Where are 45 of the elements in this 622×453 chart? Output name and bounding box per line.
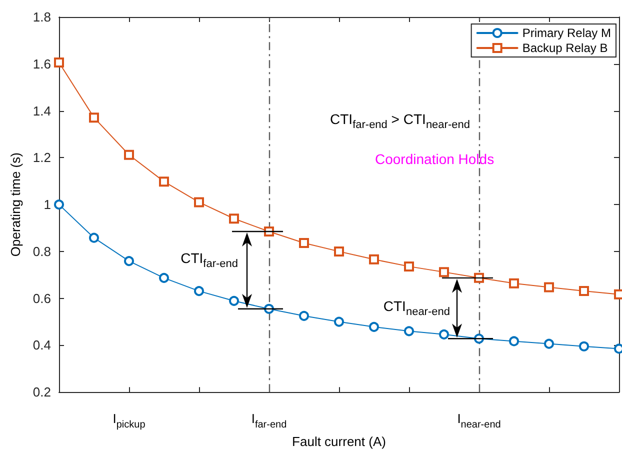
- point: [229, 214, 239, 224]
- point: [54, 57, 64, 68]
- point: [439, 329, 449, 340]
- point: [89, 232, 99, 243]
- point: [159, 272, 169, 283]
- point: [404, 326, 414, 336]
- y-tick-label: 0.2: [32, 384, 51, 400]
- point: [299, 238, 309, 248]
- legend-label: Backup Relay B: [522, 41, 608, 55]
- annotation: CTI$_{near-end}$: [383, 297, 450, 320]
- y-axis-title: Operating time (s): [8, 152, 24, 257]
- point: [124, 256, 134, 266]
- point: [509, 336, 519, 346]
- point: [159, 176, 169, 187]
- y-tick-label: 1.8: [32, 10, 51, 24]
- annotation: Coordination Holds: [375, 150, 494, 168]
- y-tick-label: 1.2: [32, 150, 51, 166]
- legend-label: Primary Relay M: [522, 26, 612, 40]
- annotation: CTI$_{far-end}$ > CTI$_{near-end}$: [330, 110, 470, 133]
- point: [369, 254, 379, 264]
- point: [439, 267, 449, 278]
- y-tick-label: 0.4: [32, 338, 51, 353]
- y-tick-label: 1.6: [32, 56, 51, 72]
- point: [194, 197, 204, 208]
- point: [579, 341, 589, 352]
- x-axis-title: Fault current (A): [292, 434, 386, 449]
- point: [194, 286, 204, 296]
- point: [579, 286, 589, 296]
- y-tick-label: 1.4: [32, 103, 51, 118]
- point: [334, 316, 344, 327]
- point: [509, 278, 519, 288]
- point: [124, 150, 134, 160]
- point: [299, 310, 309, 321]
- point: [544, 338, 554, 349]
- point: [229, 296, 239, 306]
- point: [369, 322, 379, 332]
- point: [89, 112, 99, 123]
- point: [54, 200, 64, 210]
- annotation: CTI$_{far-end}$: [180, 249, 238, 272]
- y-tick-label: 0.8: [32, 244, 51, 259]
- y-tick-label: 1: [44, 197, 51, 212]
- y-tick-label: 0.6: [32, 290, 51, 306]
- point: [334, 246, 344, 256]
- point: [404, 261, 414, 272]
- point: [544, 282, 554, 292]
